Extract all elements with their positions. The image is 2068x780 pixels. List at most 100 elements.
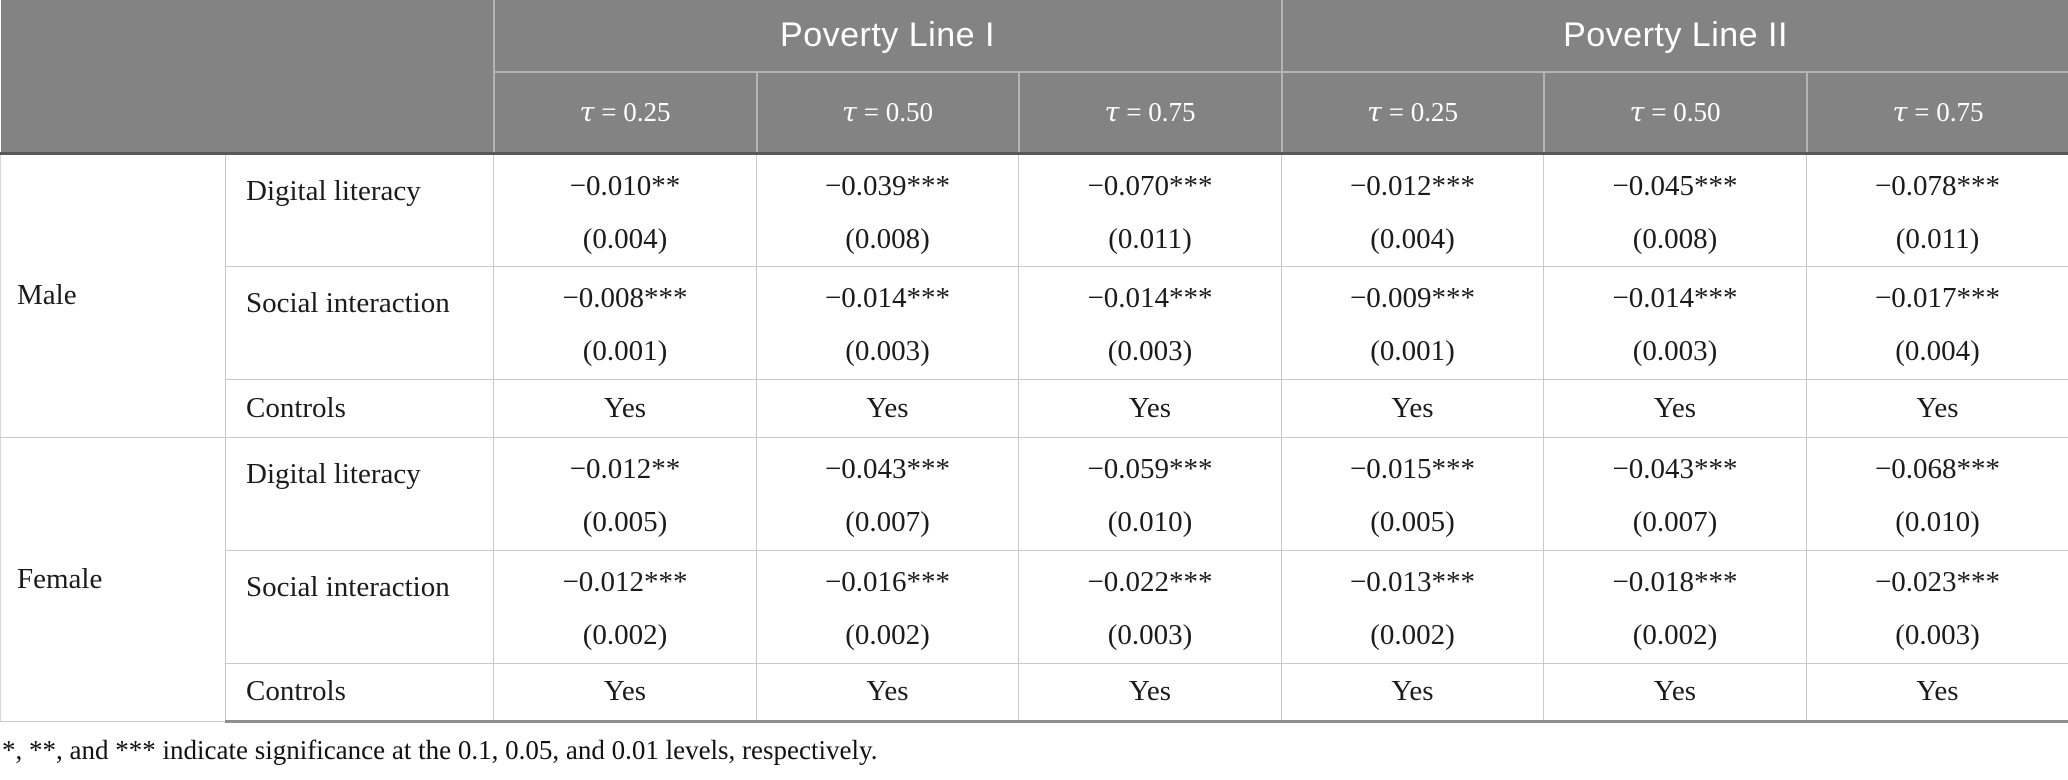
se-value: (0.007): [845, 505, 930, 538]
coef-cell: −0.023*** (0.003): [1806, 549, 2068, 664]
coef-cell: −0.012*** (0.002): [493, 549, 757, 664]
tau-header-cell: τ = 0.75: [1017, 72, 1282, 155]
coef-cell: −0.039*** (0.008): [756, 152, 1019, 267]
coef-value: −0.070***: [1087, 169, 1213, 202]
coef-cell: −0.008*** (0.001): [493, 265, 757, 380]
quantile-regression-table: Poverty Line I Poverty Line II τ = 0.25 …: [0, 0, 2068, 723]
coef-cell: −0.016*** (0.002): [756, 549, 1019, 664]
tau-header-cell: τ = 0.50: [1542, 72, 1807, 155]
variable-cell: Social interaction: [225, 549, 494, 664]
coef-cell: −0.010** (0.004): [493, 152, 757, 267]
controls-cell: Yes: [493, 378, 757, 438]
table-row-male-digital: Male Digital literacy −0.010** (0.004) −0…: [0, 152, 2068, 438]
se-value: (0.005): [1370, 505, 1455, 538]
controls-cell: Yes: [1543, 662, 1807, 723]
se-value: (0.010): [1895, 505, 1980, 538]
coef-cell: −0.068*** (0.010): [1806, 436, 2068, 551]
controls-cell: Yes: [1806, 378, 2068, 438]
coef-cell: −0.014*** (0.003): [1543, 265, 1807, 380]
tau-symbol: τ: [579, 96, 595, 128]
coef-value: −0.016***: [824, 565, 951, 598]
se-value: (0.001): [582, 334, 668, 367]
table-row-female-digital: Female Digital literacy −0.012** (0.005) …: [0, 436, 2068, 722]
tau-value: = 0.25: [1381, 96, 1458, 127]
coef-value: −0.017***: [1874, 281, 2001, 314]
controls-cell: Yes: [1543, 378, 1807, 438]
coef-value: −0.014***: [1087, 281, 1213, 314]
se-value: (0.004): [1895, 334, 1980, 367]
se-value: (0.008): [1632, 222, 1718, 255]
tau-header-cell: τ = 0.50: [755, 72, 1019, 155]
coef-value: −0.045***: [1612, 169, 1738, 202]
controls-cell: Yes: [756, 378, 1019, 438]
tau-value: = 0.50: [1644, 96, 1721, 127]
coef-cell: −0.013*** (0.002): [1281, 549, 1544, 664]
coef-cell: −0.014*** (0.003): [1018, 265, 1282, 380]
coef-cell: −0.017*** (0.004): [1806, 265, 2068, 380]
tau-value: = 0.75: [1119, 96, 1196, 127]
se-value: (0.004): [582, 222, 668, 255]
significance-footnote: *, **, and *** indicate significance at …: [2, 734, 878, 765]
table-header: Poverty Line I Poverty Line II τ = 0.25 …: [0, 0, 2068, 155]
tau-header-cell: τ = 0.25: [1280, 72, 1544, 155]
coef-value: −0.012**: [569, 452, 681, 485]
table-row-male-controls: Controls Yes Yes Yes Yes Yes Yes: [1, 378, 2068, 438]
coef-value: −0.043***: [824, 452, 951, 485]
controls-cell: Yes: [756, 662, 1019, 723]
coef-cell: −0.018*** (0.002): [1543, 549, 1807, 664]
table-row-female-social: Social interaction −0.012*** (0.002) −0.0…: [1, 549, 2068, 664]
coef-value: −0.009***: [1349, 281, 1476, 314]
coef-cell: −0.078*** (0.011): [1806, 152, 2068, 267]
tau-value: = 0.50: [856, 96, 933, 127]
se-value: (0.011): [1108, 222, 1192, 255]
coef-cell: −0.014*** (0.003): [756, 265, 1019, 380]
coef-value: −0.023***: [1874, 565, 2001, 598]
coef-value: −0.014***: [824, 281, 951, 314]
se-value: (0.003): [1895, 618, 1980, 651]
se-value: (0.005): [582, 505, 668, 538]
tau-symbol: τ: [842, 96, 857, 128]
controls-cell: Yes: [1281, 378, 1544, 438]
variable-cell: Digital literacy: [225, 152, 494, 267]
table-body: Male Digital literacy −0.010** (0.004) −0…: [0, 152, 2068, 723]
se-value: (0.008): [845, 222, 930, 255]
controls-cell: Yes: [1018, 378, 1282, 438]
header-corner-cell: [0, 0, 495, 155]
variable-cell: Controls: [225, 378, 494, 438]
coef-value: −0.039***: [824, 169, 951, 202]
se-value: (0.007): [1632, 505, 1718, 538]
header-group-row: Poverty Line I Poverty Line II: [0, 0, 2068, 155]
coef-value: −0.012***: [1349, 169, 1476, 202]
variable-cell: Digital literacy: [225, 436, 494, 551]
controls-cell: Yes: [493, 662, 757, 723]
se-value: (0.011): [1895, 222, 1980, 255]
se-value: (0.003): [1632, 334, 1718, 367]
se-value: (0.010): [1107, 505, 1193, 538]
coef-cell: −0.009*** (0.001): [1281, 265, 1544, 380]
se-value: (0.002): [582, 618, 668, 651]
coef-cell: −0.059*** (0.010): [1018, 436, 1282, 551]
coef-value: −0.059***: [1087, 452, 1213, 485]
tau-value: = 0.25: [594, 96, 671, 127]
se-value: (0.003): [1107, 334, 1193, 367]
coef-value: −0.078***: [1874, 169, 2001, 202]
header-tau-row: τ = 0.25 τ = 0.50 τ = 0.75 τ = 0.25 τ = …: [1, 72, 2068, 155]
se-value: (0.001): [1370, 334, 1455, 367]
coef-value: −0.018***: [1612, 565, 1738, 598]
coef-cell: −0.012*** (0.004): [1281, 152, 1544, 267]
tau-symbol: τ: [1367, 96, 1382, 128]
controls-cell: Yes: [1018, 662, 1282, 723]
coef-value: −0.043***: [1612, 452, 1738, 485]
variable-cell: Controls: [225, 662, 494, 723]
table-row-female-controls: Controls Yes Yes Yes Yes Yes Yes: [1, 662, 2068, 723]
se-value: (0.002): [845, 618, 930, 651]
variable-cell: Social interaction: [225, 265, 494, 380]
coef-cell: −0.070*** (0.011): [1018, 152, 1282, 267]
coef-value: −0.068***: [1874, 452, 2001, 485]
coef-cell: −0.012** (0.005): [493, 436, 757, 551]
coef-value: −0.013***: [1349, 565, 1476, 598]
tau-symbol: τ: [1892, 96, 1908, 128]
header-group-poverty-line-1: Poverty Line I: [493, 0, 1282, 73]
coef-cell: −0.043*** (0.007): [1543, 436, 1807, 551]
